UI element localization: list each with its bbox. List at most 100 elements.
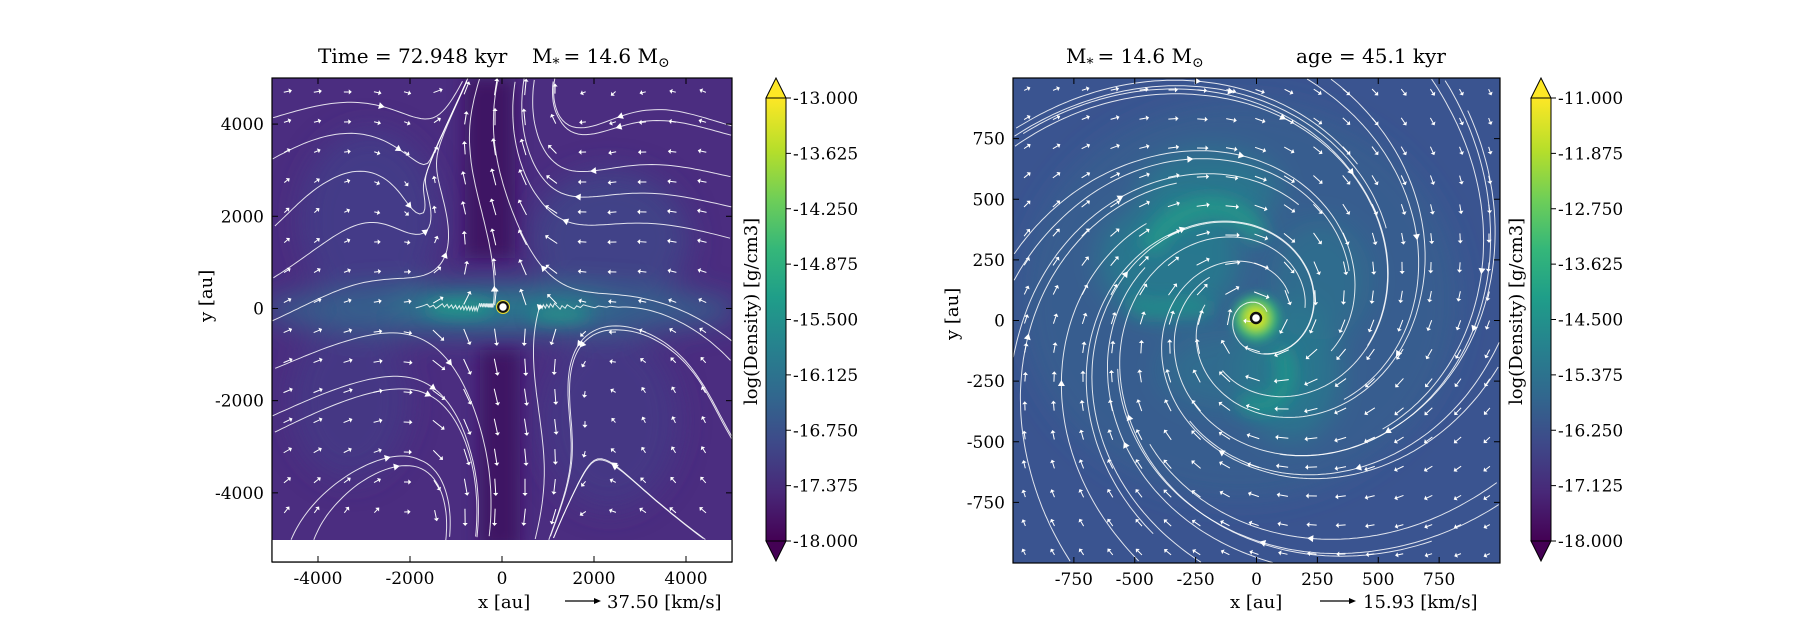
velocity-arrowhead xyxy=(517,229,523,234)
velocity-arrow xyxy=(1196,259,1208,266)
velocity-arrow xyxy=(1371,146,1377,154)
velocity-arrowhead xyxy=(1343,271,1349,276)
velocity-arrow xyxy=(343,240,348,243)
velocity-arrowhead xyxy=(1164,548,1168,554)
velocity-arrow xyxy=(547,206,558,214)
x-tick-label: 250 xyxy=(1301,570,1333,590)
velocity-arrowhead xyxy=(1056,114,1061,120)
velocity-arrow xyxy=(283,329,290,334)
velocity-arrowhead xyxy=(667,178,671,184)
velocity-arrow xyxy=(1255,88,1263,93)
velocity-arrow xyxy=(1052,202,1059,208)
velocity-arrow xyxy=(553,358,556,373)
velocity-arrow xyxy=(1254,175,1265,180)
velocity-arrowhead xyxy=(1050,400,1057,404)
velocity-arrow xyxy=(1168,285,1176,296)
velocity-arrow xyxy=(1110,202,1118,208)
velocity-arrow xyxy=(1307,348,1318,358)
velocity-arrow xyxy=(432,329,443,340)
velocity-arrow xyxy=(700,180,707,183)
velocity-arrowhead xyxy=(462,522,468,526)
velocity-arrowhead xyxy=(467,370,472,375)
velocity-arrowhead xyxy=(518,169,523,173)
velocity-arrowhead xyxy=(1026,143,1031,148)
velocity-arrowhead xyxy=(1394,467,1398,472)
streamline xyxy=(521,78,732,208)
streamline xyxy=(415,78,495,313)
velocity-arrow xyxy=(1397,524,1404,527)
velocity-arrowhead xyxy=(521,108,527,112)
velocity-arrow xyxy=(1254,233,1266,239)
velocity-arrow xyxy=(1110,230,1118,237)
velocity-arrowhead xyxy=(440,336,445,341)
y-tick-label: -750 xyxy=(967,493,1005,513)
velocity-arrowhead xyxy=(1264,235,1269,241)
velocity-arrowhead xyxy=(1454,411,1459,416)
velocity-arrow xyxy=(404,241,408,243)
velocity-arrowhead xyxy=(581,454,587,458)
velocity-arrowhead xyxy=(1487,180,1493,185)
velocity-arrow xyxy=(1459,262,1461,270)
velocity-arrow xyxy=(671,508,677,514)
velocity-arrow xyxy=(520,291,527,306)
velocity-arrow xyxy=(521,141,527,156)
velocity-arrowhead xyxy=(549,520,555,525)
velocity-arrow xyxy=(283,90,290,93)
velocity-arrow xyxy=(1313,261,1320,273)
velocity-arrowhead xyxy=(1371,271,1377,275)
svg-text:15.93 [km/s]: 15.93 [km/s] xyxy=(1363,592,1478,613)
colorbar-tick-label: -18.000 xyxy=(1558,532,1623,552)
velocity-arrowhead xyxy=(1304,381,1308,387)
velocity-arrow xyxy=(313,269,319,273)
svg-text:M*= 14.6 M⊙: M* = 14.6 M⊙ xyxy=(1066,44,1204,72)
velocity-arrowhead xyxy=(1483,410,1488,415)
velocity-arrowhead xyxy=(346,178,351,184)
velocity-arrow xyxy=(1397,553,1404,556)
velocity-arrow xyxy=(699,240,707,243)
velocity-arrow xyxy=(1456,524,1462,528)
velocity-arrowhead xyxy=(1334,437,1338,443)
colorbar-tick-label: -17.375 xyxy=(793,477,858,497)
streamline xyxy=(1060,223,1147,562)
velocity-arrowhead xyxy=(1054,285,1059,289)
velocity-arrowhead xyxy=(1398,299,1404,304)
velocity-arrowhead xyxy=(1146,172,1150,178)
velocity-arrowhead xyxy=(699,327,704,332)
velocity-arrowhead xyxy=(1234,146,1238,152)
velocity-arrowhead xyxy=(1367,328,1373,333)
velocity-arrow xyxy=(1396,465,1404,470)
velocity-arrowhead xyxy=(1146,143,1150,150)
protostar-marker-right xyxy=(1249,311,1263,325)
velocity-arrow xyxy=(1167,175,1177,178)
velocity-arrow xyxy=(1193,462,1201,469)
velocity-arrow xyxy=(373,450,380,453)
velocity-arrowhead xyxy=(1243,318,1247,324)
velocity-arrowhead xyxy=(609,478,614,483)
velocity-arrow xyxy=(1081,258,1088,266)
velocity-arrowhead xyxy=(638,298,642,304)
velocity-arrowhead xyxy=(1135,459,1140,464)
y-tick-label: 250 xyxy=(973,251,1005,271)
velocity-arrowhead xyxy=(1454,354,1460,359)
velocity-arrowhead xyxy=(1263,177,1267,182)
y-axis-label-right: y [au] xyxy=(942,288,963,341)
velocity-arrowhead xyxy=(1167,339,1173,343)
velocity-arrow xyxy=(1168,313,1174,325)
velocity-arrow xyxy=(403,331,410,334)
y-tick-label: -500 xyxy=(967,433,1005,453)
velocity-arrowhead xyxy=(523,402,530,406)
velocity-arrowhead xyxy=(1235,285,1240,291)
velocity-arrowhead xyxy=(376,209,381,216)
velocity-arrow xyxy=(1429,146,1434,153)
velocity-arrow xyxy=(1313,232,1321,243)
velocity-arrow xyxy=(1366,407,1376,414)
velocity-arrowhead xyxy=(377,120,381,126)
streamline-arrowhead xyxy=(1187,155,1194,163)
velocity-arrowhead xyxy=(1163,519,1168,524)
velocity-arrow xyxy=(1225,176,1236,179)
velocity-arrow xyxy=(1137,491,1143,498)
velocity-arrowhead xyxy=(1263,206,1268,212)
velocity-arrowhead xyxy=(1374,181,1379,186)
velocity-arrowhead xyxy=(1454,383,1459,387)
